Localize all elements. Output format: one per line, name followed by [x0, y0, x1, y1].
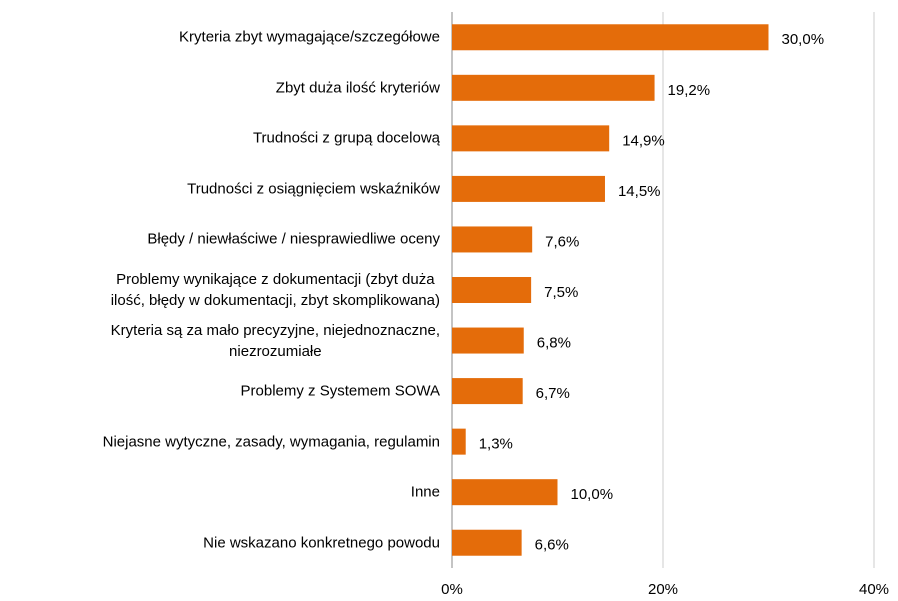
bar	[452, 529, 522, 556]
value-label: 1,3%	[479, 436, 513, 453]
category-label: Inne	[410, 483, 440, 501]
bar	[452, 378, 523, 405]
category-label: Problemy z Systemem SOWA	[240, 382, 440, 400]
category-label: Zbyt duża ilość kryteriów	[275, 79, 440, 97]
bar	[452, 327, 524, 354]
category-label: Niejasne wytyczne, zasady, wymagania, re…	[102, 433, 440, 451]
value-label: 30,0%	[782, 31, 825, 48]
value-label: 6,7%	[536, 385, 570, 402]
category-label: Kryteria są za mało precyzyjne, niejedno…	[110, 321, 440, 360]
bar	[452, 125, 610, 152]
category-label: Nie wskazano konkretnego powodu	[203, 534, 440, 552]
x-tick-label: 0%	[441, 581, 463, 598]
bar	[452, 428, 466, 455]
category-label: Trudności z osiągnięciem wskaźników	[187, 180, 440, 198]
category-label: Trudności z grupą docelową	[252, 129, 440, 147]
value-label: 19,2%	[668, 82, 711, 99]
bar	[452, 175, 605, 202]
value-label: 10,0%	[571, 486, 614, 503]
bar	[452, 479, 558, 506]
category-label: Problemy wynikające z dokumentacji (zbyt…	[110, 271, 440, 309]
value-label: 7,5%	[544, 284, 578, 301]
bar	[452, 226, 533, 253]
x-tick-label: 20%	[648, 581, 678, 598]
value-label: 6,6%	[535, 537, 569, 554]
value-label: 6,8%	[537, 335, 571, 352]
category-label: Kryteria zbyt wymagające/szczegółowe	[179, 28, 440, 46]
bar	[452, 74, 655, 101]
value-label: 14,5%	[618, 183, 661, 200]
value-label: 14,9%	[622, 132, 665, 149]
bar	[452, 277, 532, 303]
value-label: 7,6%	[545, 233, 579, 250]
bar	[452, 24, 769, 51]
x-tick-label: 40%	[859, 581, 889, 598]
category-label: Błędy / niewłaściwe / niesprawiedliwe oc…	[147, 230, 440, 248]
